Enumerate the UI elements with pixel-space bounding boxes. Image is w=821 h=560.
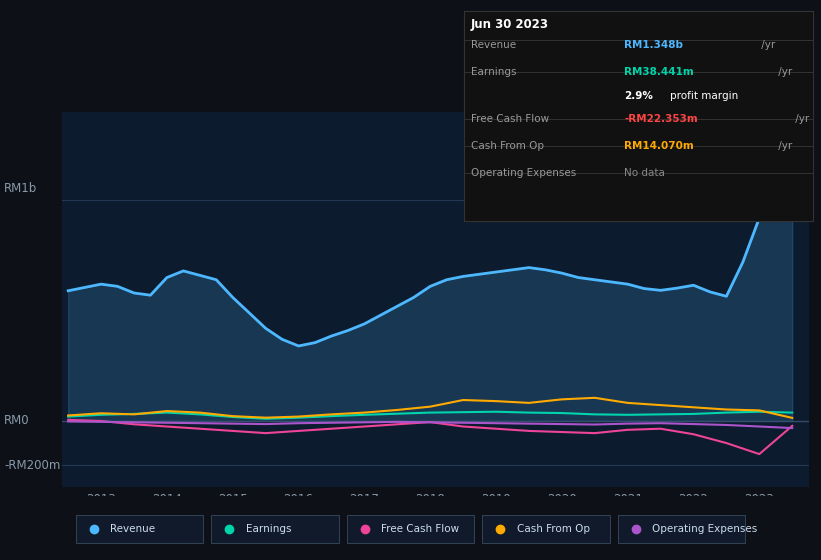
Text: RM1b: RM1b [4,181,37,195]
Text: Cash From Op: Cash From Op [517,524,589,534]
FancyBboxPatch shape [617,515,745,543]
Text: /yr: /yr [759,40,776,50]
Text: Operating Expenses: Operating Expenses [471,168,576,178]
Text: Operating Expenses: Operating Expenses [653,524,758,534]
Text: RM14.070m: RM14.070m [624,141,694,151]
Text: Free Cash Flow: Free Cash Flow [471,114,549,124]
Text: /yr: /yr [775,67,792,77]
Text: /yr: /yr [775,141,792,151]
Text: Earnings: Earnings [471,67,516,77]
Text: 2.9%: 2.9% [624,91,654,101]
Text: Cash From Op: Cash From Op [471,141,544,151]
Text: RM0: RM0 [4,414,30,427]
Text: Free Cash Flow: Free Cash Flow [381,524,460,534]
Text: Revenue: Revenue [110,524,155,534]
FancyBboxPatch shape [347,515,475,543]
FancyBboxPatch shape [482,515,609,543]
FancyBboxPatch shape [212,515,338,543]
Text: -RM22.353m: -RM22.353m [624,114,698,124]
Text: RM38.441m: RM38.441m [624,67,694,77]
Text: RM1.348b: RM1.348b [624,40,683,50]
Text: Earnings: Earnings [245,524,291,534]
Text: No data: No data [624,168,665,178]
Text: Revenue: Revenue [471,40,516,50]
Text: profit margin: profit margin [670,91,738,101]
Text: -RM200m: -RM200m [4,459,61,472]
Text: Jun 30 2023: Jun 30 2023 [471,18,549,31]
Text: /yr: /yr [791,114,810,124]
FancyBboxPatch shape [76,515,203,543]
